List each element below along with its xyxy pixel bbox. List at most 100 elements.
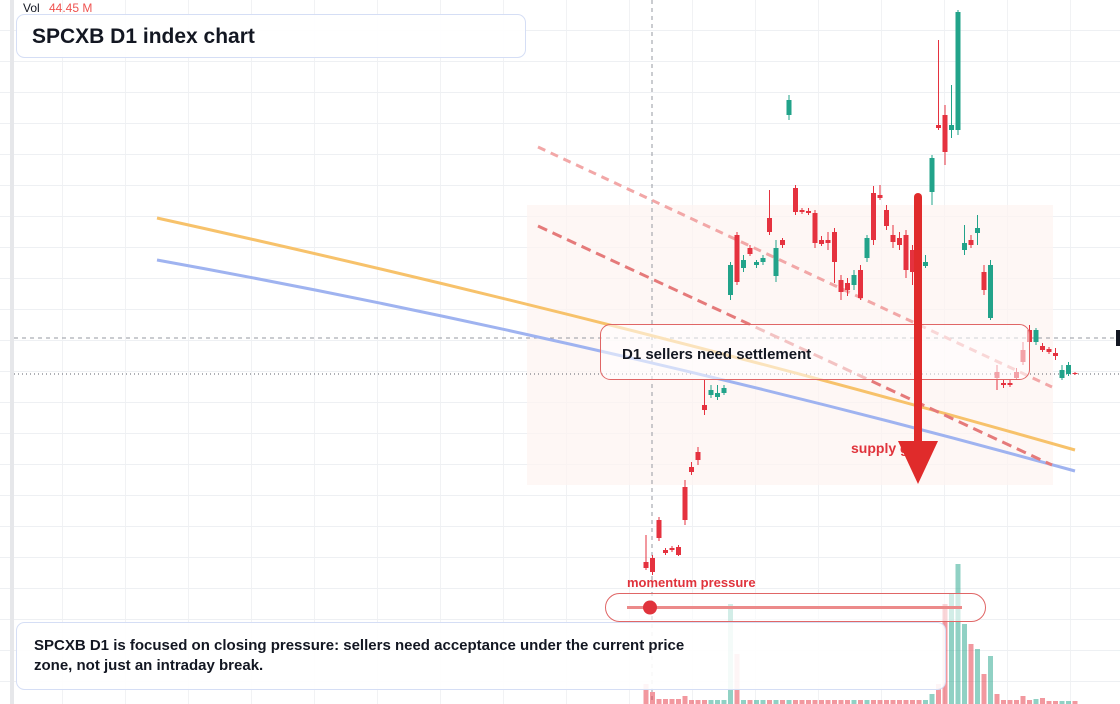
candle-body <box>936 125 941 128</box>
volume-bar <box>793 700 798 704</box>
volume-bar <box>1059 701 1065 704</box>
title-box <box>16 14 526 58</box>
volume-bar <box>871 700 876 704</box>
volume-bar <box>754 700 759 704</box>
zone-label: D1 sellers need settlement <box>622 346 811 363</box>
volume-bar <box>760 700 766 704</box>
candle-body <box>780 240 785 245</box>
candle-body <box>1040 346 1045 350</box>
candle-body <box>708 390 714 395</box>
volume-bar <box>663 699 668 704</box>
candle-body <box>1001 383 1006 385</box>
candle-body <box>676 547 681 555</box>
volume-bar <box>851 700 857 704</box>
volume-bar <box>1040 698 1045 704</box>
note: SPCXB D1 is focused on closing pressure:… <box>34 637 685 674</box>
volume-bar <box>695 700 701 704</box>
volume-bar <box>994 694 1000 704</box>
candle-body <box>650 558 655 572</box>
volume-bar <box>955 564 961 704</box>
volume-bar <box>806 700 811 704</box>
note-frame: SPCXB D1 is focused on closing pressure:… <box>34 637 685 674</box>
volume-bar <box>780 700 785 704</box>
volume-bar <box>838 700 844 704</box>
chart-title: SPCXB D1 index chart <box>32 25 255 48</box>
candle-body <box>825 240 831 243</box>
volume-bar <box>1027 700 1032 704</box>
arrow-head <box>898 441 938 484</box>
volume-bar <box>1066 701 1071 704</box>
volume-bar <box>767 700 772 704</box>
candle-body <box>721 388 727 393</box>
candle-body <box>812 213 818 243</box>
volume-bar <box>741 700 746 704</box>
volume-bar <box>682 696 688 704</box>
volume-bar <box>864 700 870 704</box>
volume-bar <box>1072 701 1078 704</box>
candle-body <box>1059 370 1065 378</box>
volume-bar <box>812 700 818 704</box>
candle-body <box>955 12 961 130</box>
candle-body <box>871 193 876 240</box>
candle-body <box>747 248 753 254</box>
volume-bar <box>877 700 883 704</box>
volume-bar <box>689 700 694 704</box>
volume-bar <box>715 700 720 704</box>
volume-bar <box>1046 701 1052 704</box>
volume-bar <box>1001 700 1006 704</box>
candle-body <box>643 562 649 568</box>
candle-body <box>838 280 844 292</box>
volume-bar <box>890 700 896 704</box>
volume-value: 44.45 M <box>49 1 92 15</box>
volume-bar <box>702 700 707 704</box>
candle-body <box>793 188 798 212</box>
volume-bar <box>747 700 753 704</box>
candle-body <box>656 520 662 538</box>
candle-body <box>754 262 759 265</box>
volume-bar <box>650 692 655 704</box>
candle-body <box>877 195 883 198</box>
candle-body <box>845 283 850 290</box>
candle-body <box>741 260 746 268</box>
volume-bar <box>669 699 675 704</box>
candle-body <box>728 265 733 295</box>
volume-bar <box>845 700 850 704</box>
candle-body <box>832 232 837 262</box>
volume-bar <box>903 700 909 704</box>
candle-body <box>1072 373 1078 374</box>
volume-bar <box>1014 700 1019 704</box>
volume-bar <box>708 700 714 704</box>
slider-handle <box>643 600 657 615</box>
candle-body <box>773 248 779 276</box>
volume-bar <box>1007 700 1013 704</box>
candle-body <box>975 228 980 233</box>
trend-line-upper <box>537 145 1053 389</box>
volume-bar <box>643 684 649 704</box>
candle-body <box>988 265 993 318</box>
candle-body <box>851 275 857 285</box>
volume-bar <box>786 700 792 704</box>
left-edge <box>10 0 14 704</box>
volume-bar <box>975 649 980 704</box>
candle-body <box>923 262 928 266</box>
volume-bar <box>962 624 967 704</box>
candle-body <box>682 487 688 520</box>
candle-body <box>864 238 870 258</box>
candle-body <box>689 467 694 472</box>
candle-body <box>949 125 954 130</box>
volume-bar <box>773 700 779 704</box>
volume-bar <box>676 699 681 704</box>
price-scale-marker <box>1116 330 1120 346</box>
candle-body <box>734 235 740 282</box>
volume-bar <box>721 700 727 704</box>
candle-body <box>669 548 675 550</box>
candle-body <box>962 243 967 250</box>
volume-bar <box>1033 699 1039 704</box>
volume-bar <box>884 700 889 704</box>
volume-bar <box>858 700 863 704</box>
candle-body <box>767 218 772 232</box>
volume-bar <box>968 644 974 704</box>
candle-body <box>1066 365 1071 374</box>
candle-body <box>910 250 915 272</box>
